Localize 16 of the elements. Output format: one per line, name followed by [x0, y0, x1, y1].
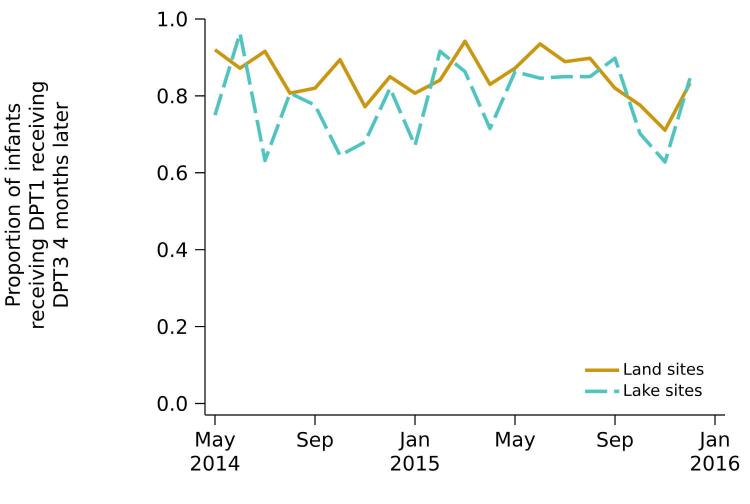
- y-tick-label: 0.4: [158, 242, 188, 258]
- y-tick-label: 0.2: [158, 319, 186, 334]
- y-tick-label: 1.0: [158, 11, 187, 27]
- x-tick-label: Jan 2015: [391, 432, 439, 471]
- y-tick-label: 0.8: [158, 88, 187, 104]
- line-series: [213, 40, 692, 132]
- y-tick-label: 0.0: [158, 396, 187, 412]
- y-axis-title: Proportion of infants receiving DPT1 receiving DPT3 4 months later: [4, 82, 68, 328]
- x-tick-label: Jan 2016: [691, 432, 740, 471]
- legend-label: Land sites: [624, 362, 704, 376]
- x-tick-label: May 2014: [191, 432, 240, 471]
- legend-label: Lake sites: [624, 384, 702, 396]
- x-tick-label: Sep: [297, 432, 333, 451]
- x-tick-label: Sep: [597, 432, 633, 451]
- y-tick-label: 0.6: [158, 165, 187, 180]
- x-tick-label: May: [496, 432, 536, 451]
